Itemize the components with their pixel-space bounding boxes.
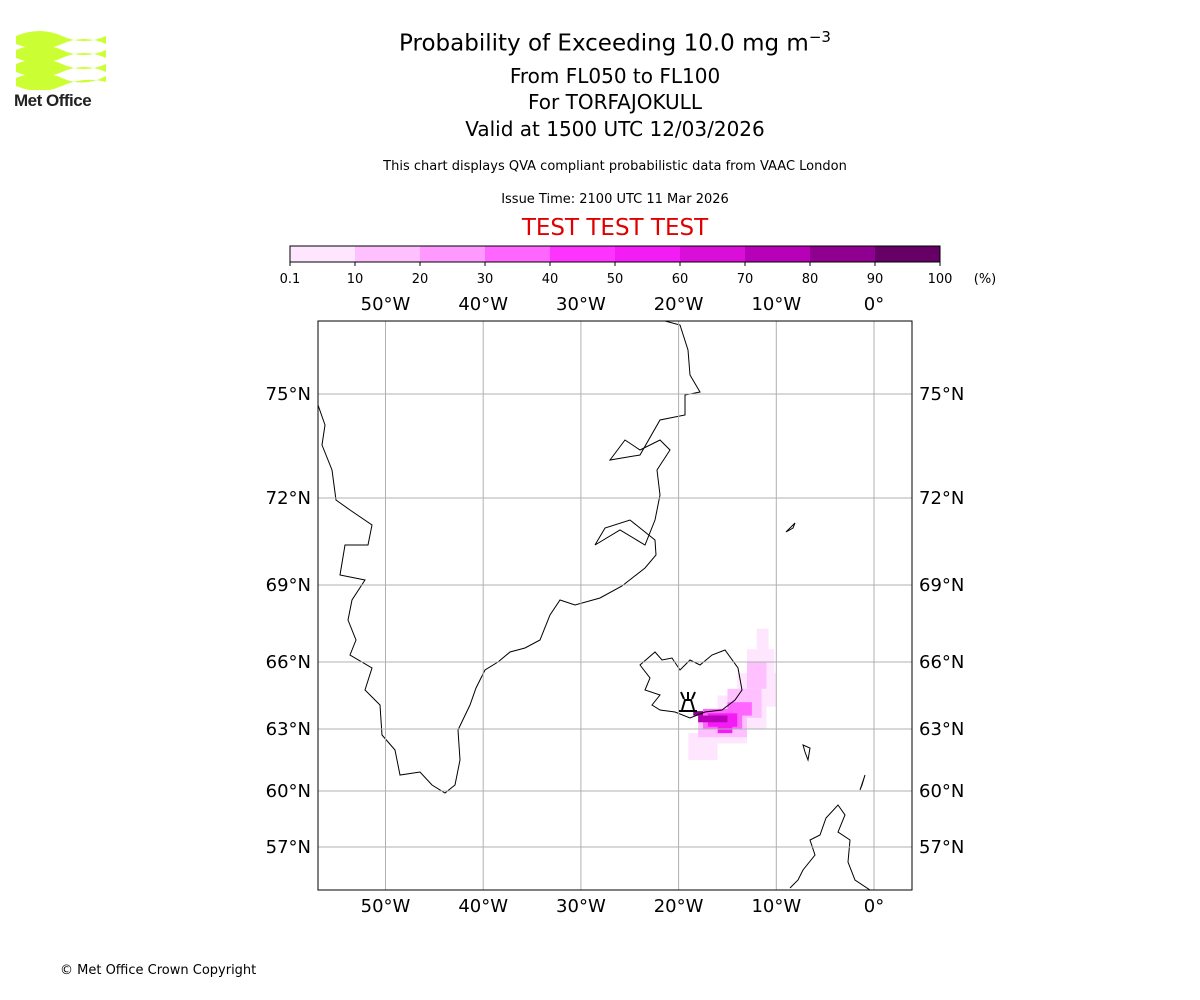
chart-title: Probability of Exceeding 10.0 mg m−3 [399,28,831,57]
scotland-coastline [789,804,871,890]
colorbar-tick-label: 90 [867,272,884,287]
colorbar-segment [745,246,810,262]
colorbar-tick-label: 80 [802,272,819,287]
copyright: © Met Office Crown Copyright [60,963,257,978]
logo-text: Met Office [14,91,92,110]
volcano-icon [679,691,697,712]
met-office-logo [12,30,108,94]
latitude-label-left: 60°N [266,781,311,802]
longitude-label-bottom: 20°W [654,896,704,917]
longitude-label-bottom: 30°W [556,896,606,917]
iceland-coastline [639,649,743,719]
longitude-label-top: 0° [864,294,884,315]
colorbar-tick-label: 10 [347,272,364,287]
latitude-label-left: 72°N [266,488,311,509]
latitude-label-left: 69°N [266,575,311,596]
longitude-label-bottom: 40°W [458,896,508,917]
faroe-coastline [802,744,811,762]
colorbar-tick-label: 0.1 [280,272,301,287]
valid-time: Valid at 1500 UTC 12/03/2026 [465,117,765,141]
latitude-label-right: 57°N [919,837,964,858]
colorbar-tick-label: 30 [477,272,494,287]
jan-mayen-coastline [785,522,796,533]
colorbar-segment [810,246,875,262]
latitude-label-left: 57°N [266,837,311,858]
colorbar-tick-label: 70 [737,272,754,287]
colorbar-segment [875,246,940,262]
greenland-coastline [318,321,701,794]
colorbar-segment [290,246,355,262]
colorbar-segment [485,246,550,262]
colorbar-tick-label: 100 [928,272,953,287]
colorbar-tick-label: 60 [672,272,689,287]
colorbar-segment [420,246,485,262]
subtitle: This chart displays QVA compliant probab… [383,159,847,174]
latitude-label-right: 63°N [919,719,964,740]
longitude-label-bottom: 50°W [361,896,411,917]
latitude-label-left: 75°N [266,384,311,405]
latitude-label-right: 60°N [919,781,964,802]
map-area [318,321,912,890]
colorbar-segment [355,246,420,262]
volcano-name: For TORFAJOKULL [528,90,702,114]
probability-cell [698,715,728,723]
probability-cell [693,711,704,716]
issue-time: Issue Time: 2100 UTC 11 Mar 2026 [501,192,729,207]
longitude-label-bottom: 0° [864,896,884,917]
map-frame [317,320,913,891]
colorbar-segment [615,246,680,262]
colorbar-tick-label: 50 [607,272,624,287]
colorbar-unit: (%) [974,272,997,287]
flight-levels: From FL050 to FL100 [509,64,721,88]
longitude-label-top: 10°W [751,294,801,315]
latitude-label-right: 75°N [919,384,964,405]
colorbar-tick-label: 40 [542,272,559,287]
shetland-coastline [859,774,866,791]
latitude-label-right: 72°N [919,488,964,509]
colorbar-tick-label: 20 [412,272,429,287]
latitude-label-left: 63°N [266,719,311,740]
longitude-label-bottom: 10°W [751,896,801,917]
probability-cell [746,662,767,689]
volcano-symbol [679,691,697,712]
latitude-label-right: 69°N [919,575,964,596]
longitude-label-top: 30°W [556,294,606,315]
longitude-label-top: 50°W [361,294,411,315]
probability-cell [727,702,752,716]
colorbar-segment [550,246,615,262]
longitude-label-top: 40°W [458,294,508,315]
longitude-label-top: 20°W [654,294,704,315]
latitude-label-left: 66°N [266,652,311,673]
test-banner: TEST TEST TEST [521,215,709,241]
colorbar-segment [680,246,745,262]
probability-cell [756,628,769,650]
latitude-label-right: 66°N [919,652,964,673]
